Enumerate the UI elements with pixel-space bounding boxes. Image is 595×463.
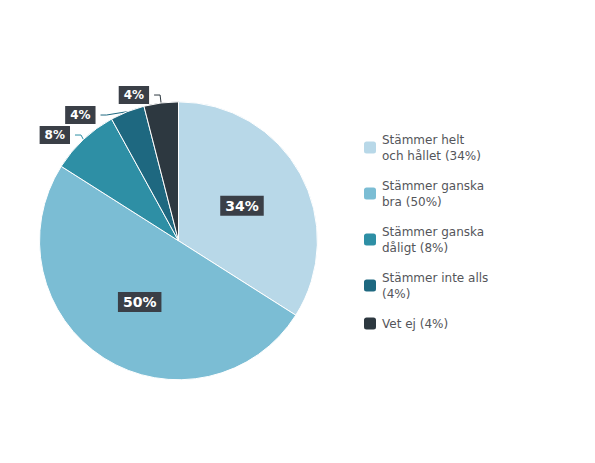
svg-text:50%: 50% [123, 294, 157, 310]
svg-text:Stämmer helt: Stämmer helt [382, 133, 465, 147]
svg-text:34%: 34% [225, 198, 259, 214]
svg-text:bra (50%): bra (50%) [382, 195, 442, 209]
svg-text:4%: 4% [70, 108, 90, 122]
svg-text:dåligt (8%): dåligt (8%) [382, 241, 448, 255]
svg-text:4%: 4% [124, 88, 144, 102]
svg-text:Stämmer ganska: Stämmer ganska [382, 225, 484, 239]
svg-text:Stämmer ganska: Stämmer ganska [382, 179, 484, 193]
svg-text:8%: 8% [45, 128, 65, 142]
svg-text:och hållet (34%): och hållet (34%) [382, 149, 481, 163]
svg-text:Stämmer inte alls: Stämmer inte alls [382, 271, 488, 285]
svg-text:Vet ej (4%): Vet ej (4%) [382, 317, 448, 331]
svg-text:(4%): (4%) [382, 287, 410, 301]
